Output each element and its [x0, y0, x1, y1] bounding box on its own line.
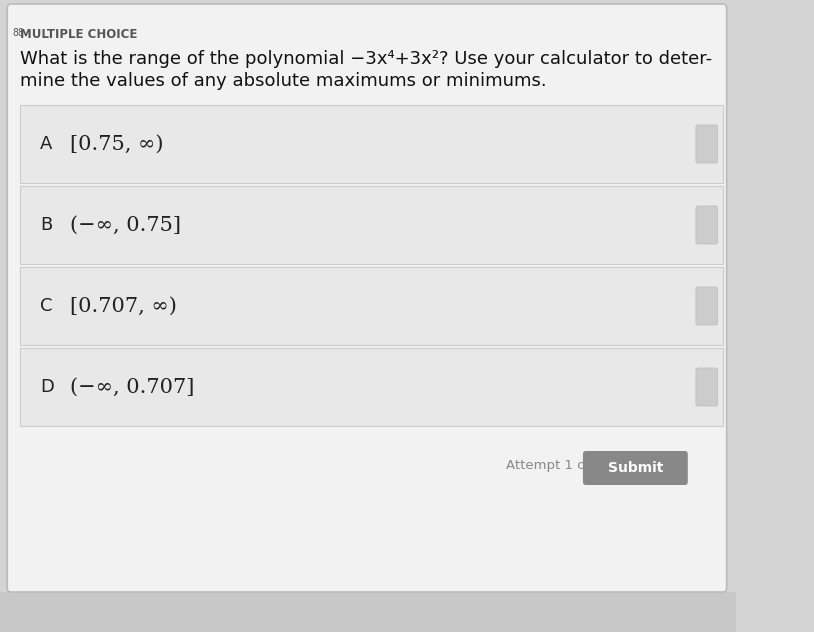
FancyBboxPatch shape [696, 368, 718, 406]
FancyBboxPatch shape [7, 4, 727, 592]
Text: (−∞, 0.707]: (−∞, 0.707] [69, 377, 194, 396]
Text: (−∞, 0.75]: (−∞, 0.75] [69, 216, 181, 234]
Text: [0.75, ∞): [0.75, ∞) [69, 135, 163, 154]
FancyBboxPatch shape [696, 206, 718, 244]
FancyBboxPatch shape [583, 451, 688, 485]
Text: A: A [40, 135, 52, 153]
Text: [0.707, ∞): [0.707, ∞) [69, 296, 177, 315]
Text: MULTIPLE CHOICE: MULTIPLE CHOICE [20, 28, 138, 41]
FancyBboxPatch shape [0, 592, 736, 632]
Text: B: B [40, 216, 52, 234]
FancyBboxPatch shape [20, 348, 723, 426]
FancyBboxPatch shape [696, 125, 718, 163]
Text: mine the values of any absolute maximums or minimums.: mine the values of any absolute maximums… [20, 72, 546, 90]
Text: D: D [40, 378, 54, 396]
FancyBboxPatch shape [696, 287, 718, 325]
FancyBboxPatch shape [20, 186, 723, 264]
Text: Submit: Submit [608, 461, 663, 475]
Text: What is the range of the polynomial −3x⁴+3x²? Use your calculator to deter-: What is the range of the polynomial −3x⁴… [20, 50, 712, 68]
FancyBboxPatch shape [20, 267, 723, 345]
FancyBboxPatch shape [20, 105, 723, 183]
Text: C: C [40, 297, 52, 315]
Text: Attempt 1 of 2: Attempt 1 of 2 [506, 459, 603, 473]
Text: 88: 88 [13, 28, 24, 38]
